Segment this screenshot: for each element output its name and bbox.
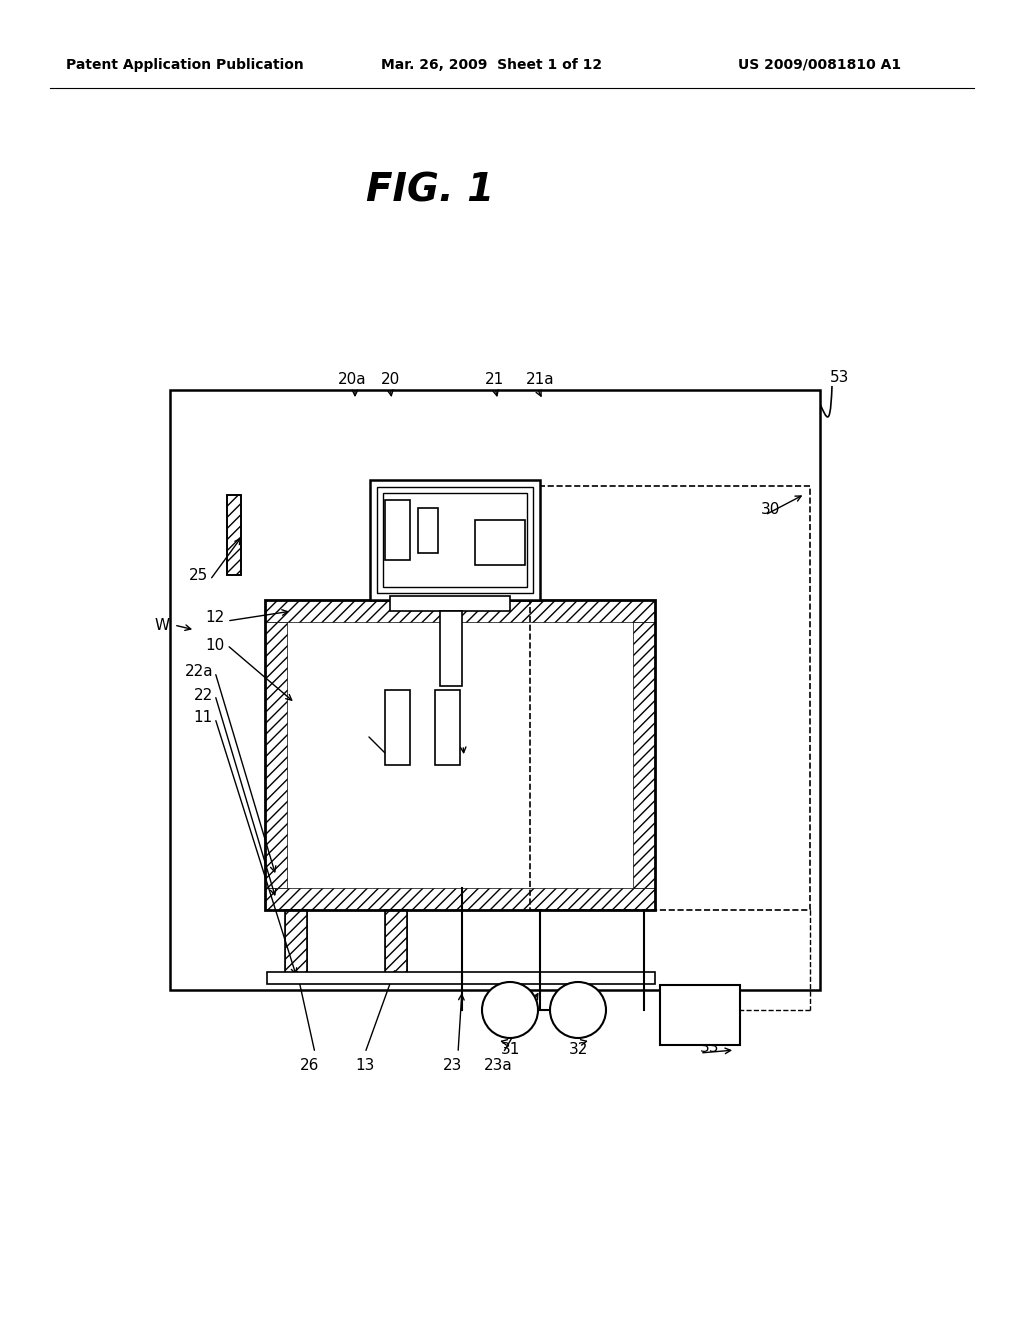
Text: 23a: 23a [483, 1057, 512, 1072]
Bar [475, 520, 525, 565]
Text: Patent Application Publication: Patent Application Publication [67, 58, 304, 73]
Bar [265, 601, 655, 909]
Text: 53: 53 [830, 371, 850, 385]
Text: 20: 20 [380, 372, 399, 388]
Bar [385, 909, 407, 975]
Circle shape [550, 982, 606, 1038]
Bar [265, 888, 655, 909]
Text: 22: 22 [194, 688, 213, 702]
Text: FIG. 1: FIG. 1 [366, 172, 494, 209]
Bar [267, 972, 655, 983]
Bar [390, 597, 510, 611]
Text: 21a: 21a [525, 372, 554, 388]
Bar [383, 492, 527, 587]
Bar [660, 985, 740, 1045]
Text: 22a: 22a [184, 664, 213, 680]
Text: 26: 26 [300, 1057, 319, 1072]
Bar [440, 611, 462, 686]
Circle shape [482, 982, 538, 1038]
Bar [377, 487, 534, 593]
Text: 31: 31 [501, 1043, 520, 1057]
Text: 11: 11 [194, 710, 213, 726]
Text: W: W [155, 618, 170, 632]
Text: Mar. 26, 2009  Sheet 1 of 12: Mar. 26, 2009 Sheet 1 of 12 [381, 58, 602, 73]
Bar [285, 909, 307, 975]
Text: 25: 25 [188, 568, 208, 582]
Bar [435, 690, 460, 766]
Bar [265, 601, 655, 622]
Text: 20a: 20a [338, 372, 367, 388]
Bar [170, 389, 820, 990]
Bar [227, 495, 241, 576]
Text: US 2009/0081810 A1: US 2009/0081810 A1 [738, 58, 901, 73]
Text: 32: 32 [568, 1043, 588, 1057]
Bar [633, 622, 655, 888]
Bar [385, 909, 407, 975]
Bar [530, 486, 810, 909]
Text: 13: 13 [355, 1057, 375, 1072]
Text: 30: 30 [760, 503, 779, 517]
Text: 33: 33 [700, 1040, 720, 1056]
Text: 21: 21 [485, 372, 505, 388]
Bar [418, 508, 438, 553]
Bar [285, 909, 307, 975]
Bar [265, 622, 287, 888]
Bar [227, 495, 241, 576]
Bar [385, 690, 410, 766]
Bar [385, 500, 410, 560]
Text: 12: 12 [206, 610, 225, 626]
Text: 23: 23 [443, 1057, 463, 1072]
Text: 10: 10 [206, 638, 225, 652]
Bar [370, 480, 540, 601]
